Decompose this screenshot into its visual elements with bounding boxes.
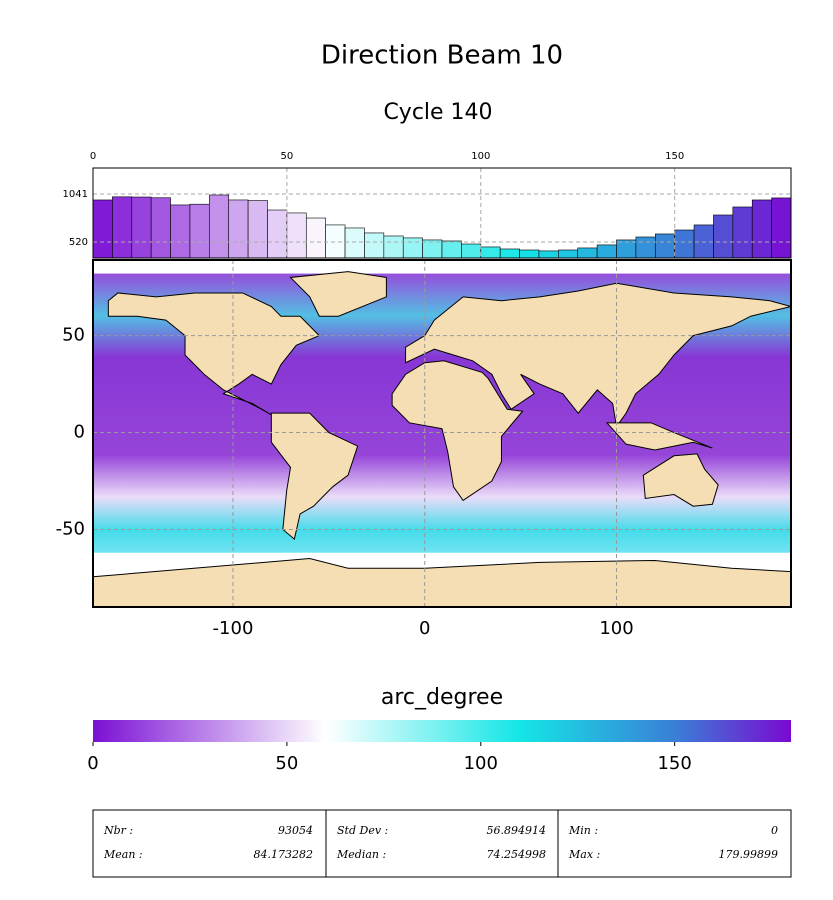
stat-value: 0	[771, 824, 778, 837]
x-tick-label: 50	[275, 753, 298, 774]
histogram-bar	[751, 199, 772, 259]
y-tick-label: 1041	[63, 189, 88, 200]
y-tick-label: -50	[56, 518, 85, 539]
land	[642, 453, 719, 507]
table-border	[92, 809, 792, 878]
histogram-bar	[499, 248, 520, 259]
histogram-bar	[267, 209, 288, 259]
histogram-bar	[616, 239, 637, 259]
stat-label: Min :	[568, 824, 598, 837]
stat-label: Mean :	[103, 848, 143, 861]
colorbar	[93, 720, 791, 742]
histogram-bar	[596, 244, 617, 259]
stats-table: Nbr : 93054 Mean : 84.173282 Std Dev : 56.894…	[92, 809, 792, 878]
histogram-bar	[325, 224, 346, 259]
histogram-bar	[112, 196, 133, 259]
map	[93, 271, 791, 607]
stat-value: 179.99899	[719, 848, 779, 861]
x-tick-label: 0	[87, 753, 98, 774]
histogram-bar	[674, 229, 695, 259]
x-tick-label: 100	[471, 151, 490, 162]
histogram-bar	[635, 236, 656, 259]
x-tick-label: 150	[657, 753, 691, 774]
histogram-bar	[538, 250, 559, 259]
plot-frame	[92, 259, 792, 608]
histogram-bar	[713, 214, 734, 259]
histogram-bar	[558, 249, 579, 259]
x-tick-label: -100	[213, 618, 254, 639]
land	[270, 412, 359, 541]
histogram-bar	[402, 237, 423, 259]
histogram-bar	[422, 239, 443, 259]
histogram-bar	[480, 246, 501, 259]
x-tick-label: 100	[599, 618, 633, 639]
stat-value: 84.173282	[254, 848, 314, 861]
land	[289, 271, 387, 317]
stat-label: Max :	[568, 848, 600, 861]
land	[107, 292, 321, 418]
histogram-bar	[693, 224, 714, 259]
histogram-bar	[771, 197, 792, 259]
x-tick-label: 0	[419, 618, 430, 639]
x-tick-label: 0	[90, 151, 96, 162]
subtitle: Cycle 140	[383, 100, 492, 125]
land	[605, 422, 713, 451]
x-tick-label: 50	[281, 151, 294, 162]
histogram-bar	[209, 194, 230, 259]
histogram-bar	[189, 203, 210, 259]
y-tick-label: 0	[74, 422, 85, 443]
histogram-bar	[654, 233, 675, 259]
histogram-bar	[732, 206, 753, 259]
histogram-bar	[344, 227, 365, 259]
histogram-bar	[441, 240, 462, 259]
histogram-bar	[170, 204, 191, 259]
x-tick-label: 150	[665, 151, 684, 162]
colorbar-label: arc_degree	[381, 685, 503, 710]
title: Direction Beam 10	[321, 41, 563, 71]
histogram-bar	[92, 199, 113, 259]
stat-label: Median :	[336, 848, 386, 861]
histogram-bar	[247, 200, 268, 259]
plot-frame	[92, 167, 792, 259]
histogram-bar	[364, 232, 385, 259]
stat-value: 93054	[278, 824, 313, 837]
y-tick-label: 520	[69, 237, 88, 248]
histogram-bar	[286, 212, 307, 259]
x-tick-label: 100	[464, 753, 498, 774]
histogram-bar	[461, 243, 482, 259]
stat-label: Nbr :	[103, 824, 133, 837]
histogram-bar	[383, 235, 404, 259]
histogram-bar	[228, 199, 249, 259]
histogram-bar	[519, 249, 540, 259]
histogram-bar	[150, 197, 171, 259]
stat-value: 56.894914	[487, 824, 547, 837]
y-tick-label: 50	[62, 325, 85, 346]
histogram-bar	[577, 247, 598, 259]
histogram-bar	[131, 196, 152, 259]
stat-label: Std Dev :	[337, 824, 388, 837]
land	[405, 282, 791, 428]
stat-value: 74.254998	[487, 848, 547, 861]
histogram-bar	[305, 217, 326, 259]
